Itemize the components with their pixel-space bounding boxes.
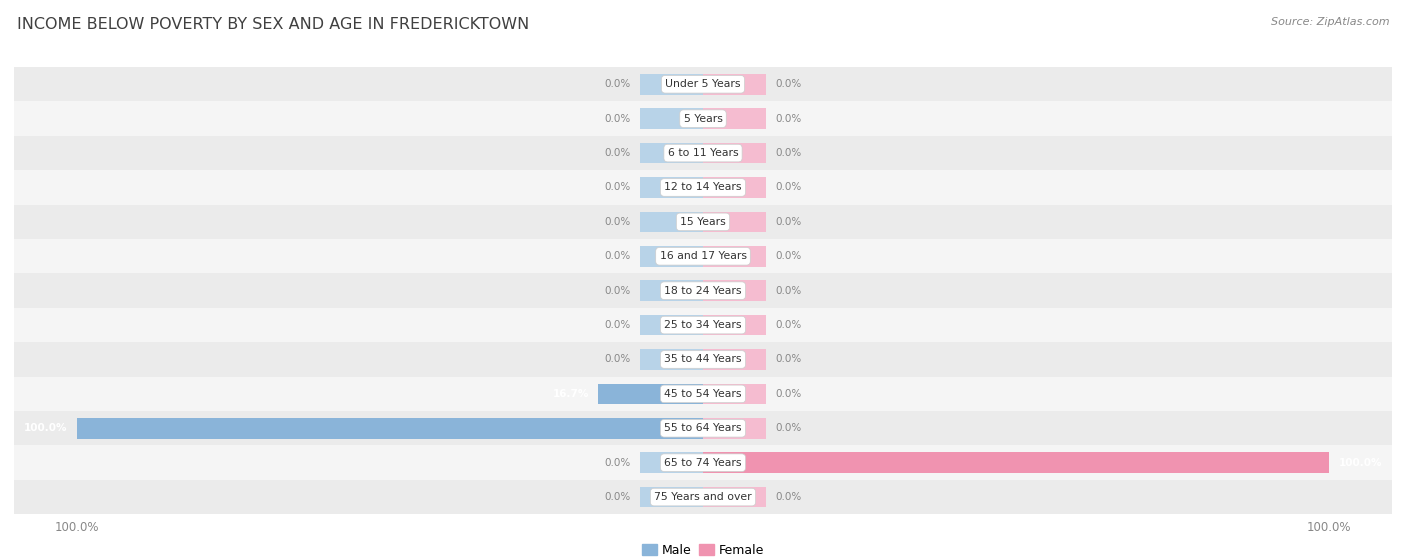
Text: 0.0%: 0.0% [775,113,801,124]
Text: 100.0%: 100.0% [24,423,67,433]
Bar [14,170,1392,205]
Bar [14,480,1392,514]
Text: 0.0%: 0.0% [775,79,801,89]
Text: 12 to 14 Years: 12 to 14 Years [664,182,742,192]
Bar [703,108,766,129]
Text: 0.0%: 0.0% [605,286,631,296]
Bar [77,418,703,439]
Bar [703,143,766,163]
Text: 6 to 11 Years: 6 to 11 Years [668,148,738,158]
Text: 0.0%: 0.0% [605,320,631,330]
Bar [14,205,1392,239]
Bar [640,143,703,163]
Bar [14,308,1392,342]
Bar [640,211,703,232]
Bar [640,177,703,198]
Text: 0.0%: 0.0% [775,423,801,433]
Text: 0.0%: 0.0% [605,79,631,89]
Bar [703,452,1329,473]
Bar [703,315,766,335]
Bar [14,136,1392,170]
Text: 0.0%: 0.0% [775,217,801,227]
Text: 0.0%: 0.0% [605,354,631,364]
Bar [703,246,766,267]
Bar [14,342,1392,377]
Text: 0.0%: 0.0% [775,320,801,330]
Text: 100.0%: 100.0% [1339,458,1382,468]
Bar [640,349,703,370]
Text: 35 to 44 Years: 35 to 44 Years [664,354,742,364]
Bar [703,349,766,370]
Text: 0.0%: 0.0% [775,389,801,399]
Bar [14,273,1392,308]
Bar [703,74,766,94]
Text: 0.0%: 0.0% [605,113,631,124]
Text: 0.0%: 0.0% [775,148,801,158]
Text: 0.0%: 0.0% [775,286,801,296]
Text: 18 to 24 Years: 18 to 24 Years [664,286,742,296]
Text: 16.7%: 16.7% [553,389,589,399]
Bar [599,383,703,404]
Text: INCOME BELOW POVERTY BY SEX AND AGE IN FREDERICKTOWN: INCOME BELOW POVERTY BY SEX AND AGE IN F… [17,17,529,32]
Bar [640,246,703,267]
Text: 75 Years and over: 75 Years and over [654,492,752,502]
Text: 0.0%: 0.0% [605,182,631,192]
Bar [640,281,703,301]
Bar [703,177,766,198]
Bar [703,418,766,439]
Bar [703,211,766,232]
Bar [14,377,1392,411]
Text: 55 to 64 Years: 55 to 64 Years [664,423,742,433]
Text: 25 to 34 Years: 25 to 34 Years [664,320,742,330]
Text: 0.0%: 0.0% [605,458,631,468]
Text: 0.0%: 0.0% [775,492,801,502]
Bar [703,487,766,508]
Bar [14,67,1392,102]
Bar [14,102,1392,136]
Text: 45 to 54 Years: 45 to 54 Years [664,389,742,399]
Bar [703,383,766,404]
Text: 0.0%: 0.0% [605,148,631,158]
Bar [14,411,1392,446]
Text: 16 and 17 Years: 16 and 17 Years [659,252,747,261]
Bar [640,315,703,335]
Text: 65 to 74 Years: 65 to 74 Years [664,458,742,468]
Legend: Male, Female: Male, Female [637,539,769,559]
Bar [14,446,1392,480]
Text: Source: ZipAtlas.com: Source: ZipAtlas.com [1271,17,1389,27]
Bar [640,74,703,94]
Bar [703,281,766,301]
Text: 0.0%: 0.0% [605,492,631,502]
Bar [640,487,703,508]
Text: 0.0%: 0.0% [775,354,801,364]
Text: Under 5 Years: Under 5 Years [665,79,741,89]
Text: 0.0%: 0.0% [775,252,801,261]
Bar [640,108,703,129]
Bar [640,452,703,473]
Text: 0.0%: 0.0% [775,182,801,192]
Text: 0.0%: 0.0% [605,217,631,227]
Text: 5 Years: 5 Years [683,113,723,124]
Bar [14,239,1392,273]
Text: 0.0%: 0.0% [605,252,631,261]
Text: 15 Years: 15 Years [681,217,725,227]
